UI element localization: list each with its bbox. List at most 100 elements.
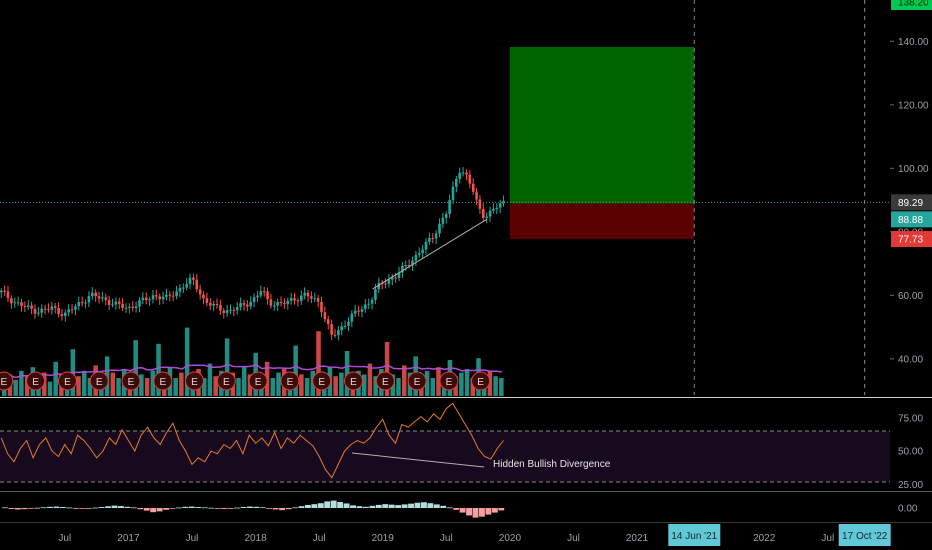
higher-lows-trendline[interactable] bbox=[372, 218, 488, 290]
macd-bar bbox=[440, 505, 447, 508]
earnings-label: E bbox=[350, 377, 357, 388]
macd-bar bbox=[156, 508, 163, 512]
macd-bar bbox=[188, 506, 195, 508]
price-tick-label: 40.00 bbox=[898, 354, 923, 365]
candle-body bbox=[97, 296, 101, 299]
time-axis[interactable]: Jul 2017 Jul 2018 Jul 2019 Jul 2020 Jul 2021 2022 J… bbox=[58, 524, 891, 546]
candle-body bbox=[121, 303, 124, 308]
profit-zone[interactable] bbox=[509, 47, 695, 204]
earnings-label: E bbox=[32, 377, 39, 388]
candle-body bbox=[47, 309, 50, 311]
earnings-marker[interactable]: E bbox=[0, 371, 14, 391]
candle-body bbox=[195, 279, 199, 290]
candle-body bbox=[20, 302, 23, 307]
earnings-circle bbox=[216, 371, 236, 391]
earnings-label: E bbox=[0, 377, 7, 388]
macd-bar bbox=[246, 506, 253, 508]
macd-bar bbox=[21, 508, 28, 510]
earnings-marker[interactable]: E bbox=[312, 371, 332, 391]
candle-body bbox=[370, 299, 374, 304]
macd-histogram bbox=[2, 500, 505, 518]
earnings-marker[interactable]: E bbox=[153, 371, 173, 391]
rsi-divergence-line[interactable] bbox=[351, 452, 485, 468]
earnings-marker[interactable]: E bbox=[471, 371, 491, 391]
candle-body bbox=[320, 301, 323, 313]
earnings-label: E bbox=[128, 377, 135, 388]
macd-bar bbox=[304, 505, 311, 508]
volume-bar bbox=[76, 376, 81, 396]
candle-body bbox=[124, 307, 128, 309]
macd-bar bbox=[208, 507, 215, 509]
candle-body bbox=[91, 292, 94, 297]
earnings-marker[interactable]: E bbox=[280, 371, 300, 391]
volume-bar bbox=[299, 374, 304, 396]
earnings-marker[interactable]: E bbox=[248, 371, 268, 391]
earnings-marker[interactable]: E bbox=[26, 371, 46, 391]
candle-body bbox=[23, 306, 27, 308]
candle-body bbox=[151, 295, 155, 300]
earnings-marker[interactable]: E bbox=[89, 371, 109, 391]
candle-body bbox=[202, 294, 205, 299]
earnings-marker[interactable]: E bbox=[439, 371, 459, 391]
macd-bar bbox=[227, 508, 234, 509]
candle-body bbox=[340, 326, 343, 331]
candle-body bbox=[87, 296, 91, 303]
projection-markers[interactable] bbox=[693, 0, 866, 395]
candle-body bbox=[235, 307, 239, 311]
macd-bar bbox=[459, 508, 466, 513]
macd-panel[interactable] bbox=[2, 500, 505, 518]
candle-body bbox=[458, 172, 461, 179]
candle-body bbox=[343, 325, 347, 327]
candle-body bbox=[60, 314, 64, 316]
volume-bar bbox=[270, 378, 276, 396]
earnings-marker[interactable]: E bbox=[375, 371, 395, 391]
macd-bar bbox=[498, 508, 505, 511]
macd-tick-label: 0.00 bbox=[898, 504, 918, 515]
earnings-marker[interactable]: E bbox=[407, 371, 427, 391]
price-trendline[interactable] bbox=[372, 218, 488, 290]
macd-bar bbox=[182, 506, 189, 508]
rsi-panel[interactable]: Hidden Bullish Divergence bbox=[0, 402, 890, 483]
candle-body bbox=[303, 292, 306, 296]
candle-body bbox=[3, 290, 6, 292]
candle-body bbox=[353, 310, 357, 314]
candle-body bbox=[161, 296, 165, 300]
candle-body bbox=[310, 296, 313, 299]
price-tags: 138.20 89.29 88.88 77.73 bbox=[891, 0, 932, 248]
candle-body bbox=[273, 305, 276, 307]
risk-reward-zones[interactable] bbox=[509, 47, 695, 240]
earnings-marker[interactable]: E bbox=[57, 371, 77, 391]
price-tick-label: 60.00 bbox=[898, 291, 923, 302]
earnings-marker[interactable]: E bbox=[121, 371, 141, 391]
candle-body bbox=[323, 312, 327, 320]
candle-body bbox=[148, 299, 151, 301]
earnings-circle bbox=[0, 371, 14, 391]
price-tick-label: 140.00 bbox=[898, 37, 929, 48]
last-price-tag: 89.29 bbox=[891, 194, 932, 211]
volume-bar bbox=[499, 378, 504, 396]
candle-body bbox=[411, 260, 414, 266]
earnings-marker[interactable]: E bbox=[185, 371, 204, 391]
candle-body bbox=[171, 295, 175, 297]
loss-zone[interactable] bbox=[509, 203, 695, 240]
rsi-tick-label: 75.00 bbox=[898, 413, 923, 424]
earnings-label: E bbox=[318, 377, 325, 388]
candle-body bbox=[414, 254, 418, 261]
earnings-marker[interactable]: E bbox=[344, 371, 363, 391]
earnings-marker[interactable]: E bbox=[216, 371, 236, 391]
candle-body bbox=[205, 298, 209, 303]
candle-body bbox=[40, 308, 43, 313]
time-tick-label: Jul bbox=[821, 533, 834, 544]
candle-body bbox=[158, 296, 161, 300]
volume-bar bbox=[401, 365, 407, 396]
volume-bar bbox=[87, 378, 93, 396]
volume-bar bbox=[139, 374, 144, 396]
volume-bar bbox=[201, 378, 207, 396]
volume-bar bbox=[487, 370, 493, 396]
date-tags: 14 Jun '21 17 Oct '22 bbox=[668, 524, 891, 546]
candlesticks[interactable] bbox=[0, 167, 505, 341]
